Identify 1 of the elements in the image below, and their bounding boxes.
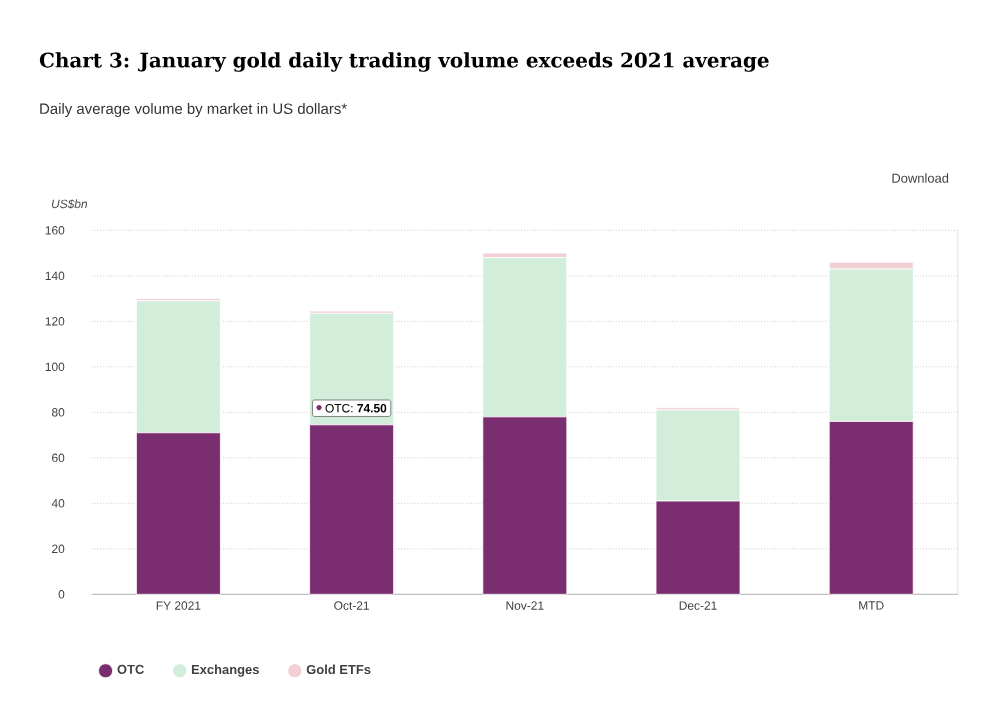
chart-title: Chart 3: January gold daily trading volume exceeds 2021 average <box>39 52 769 72</box>
